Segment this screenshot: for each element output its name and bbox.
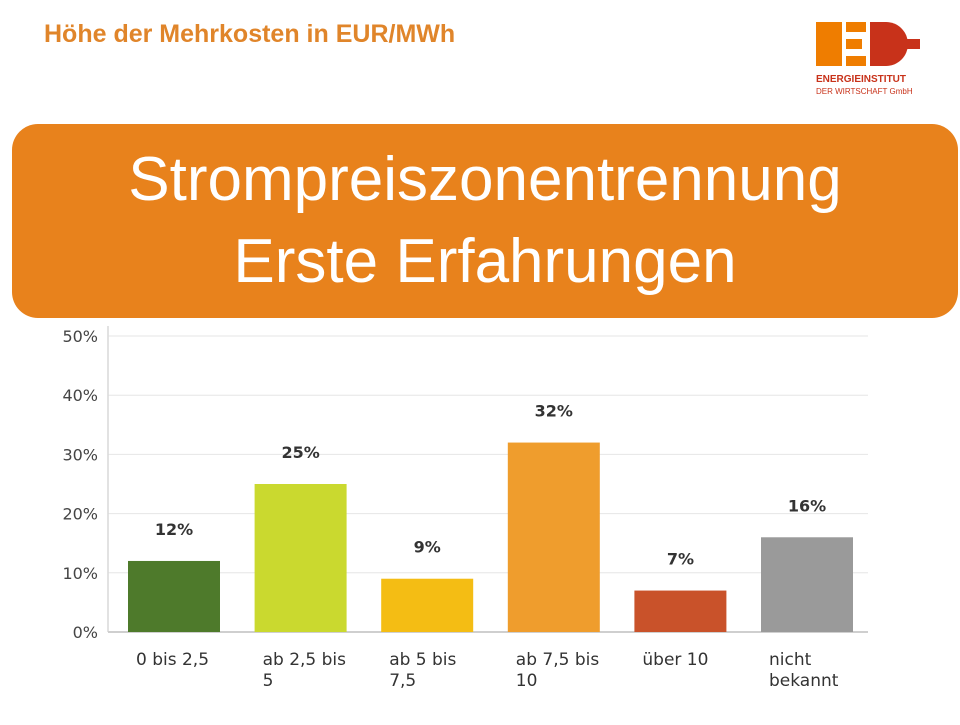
banner-line-1: Strompreiszonentrennung [128, 145, 842, 214]
x-tick-label: ab 2,5 bis 5 [262, 650, 347, 691]
y-tick-label: 40% [62, 386, 98, 405]
bar [254, 484, 347, 632]
bar-value-label: 16% [788, 496, 826, 515]
chart-svg: 0% 10% 20% 30% 40% 50% 12% 25% 9% 32% 7% 16% [62, 326, 868, 642]
bar [634, 590, 727, 632]
bar-value-label: 7% [667, 550, 694, 569]
company-logo: ENERGIEINSTITUT DER WIRTSCHAFT GmbH [812, 20, 924, 104]
x-tick-label: über 10 [642, 650, 709, 670]
title-banner: Strompreiszonentrennung Erste Erfahrunge… [12, 124, 958, 318]
logo-mark-icon [816, 22, 920, 66]
bar-value-label: 12% [155, 520, 193, 539]
slide-title: Höhe der Mehrkosten in EUR/MWh [44, 20, 456, 48]
bar [381, 578, 474, 632]
bar [128, 560, 220, 632]
x-tick-label: ab 5 bis 7,5 [389, 650, 457, 691]
y-tick-label: 10% [62, 564, 98, 583]
logo-subtitle: DER WIRTSCHAFT GmbH [816, 87, 913, 96]
banner-line-2: Erste Erfahrungen [233, 227, 737, 296]
bar-value-label: 32% [535, 402, 573, 421]
bar [761, 537, 853, 632]
y-tick-label: 20% [62, 505, 98, 524]
x-tick-label: nicht bekannt [769, 650, 839, 691]
bar [507, 442, 600, 632]
logo-name: ENERGIEINSTITUT [816, 74, 907, 85]
bar-value-label: 25% [281, 443, 319, 462]
x-tick-label: ab 7,5 bis 10 [515, 650, 600, 691]
x-tick-label: 0 bis 2,5 [136, 650, 210, 670]
y-tick-label: 30% [62, 445, 98, 464]
bar-value-label: 9% [414, 538, 441, 557]
bar-chart: 0% 10% 20% 30% 40% 50% 12% 25% 9% 32% 7% 16% [0, 318, 960, 725]
y-tick-label: 0% [73, 623, 98, 642]
y-tick-label: 50% [62, 327, 98, 346]
